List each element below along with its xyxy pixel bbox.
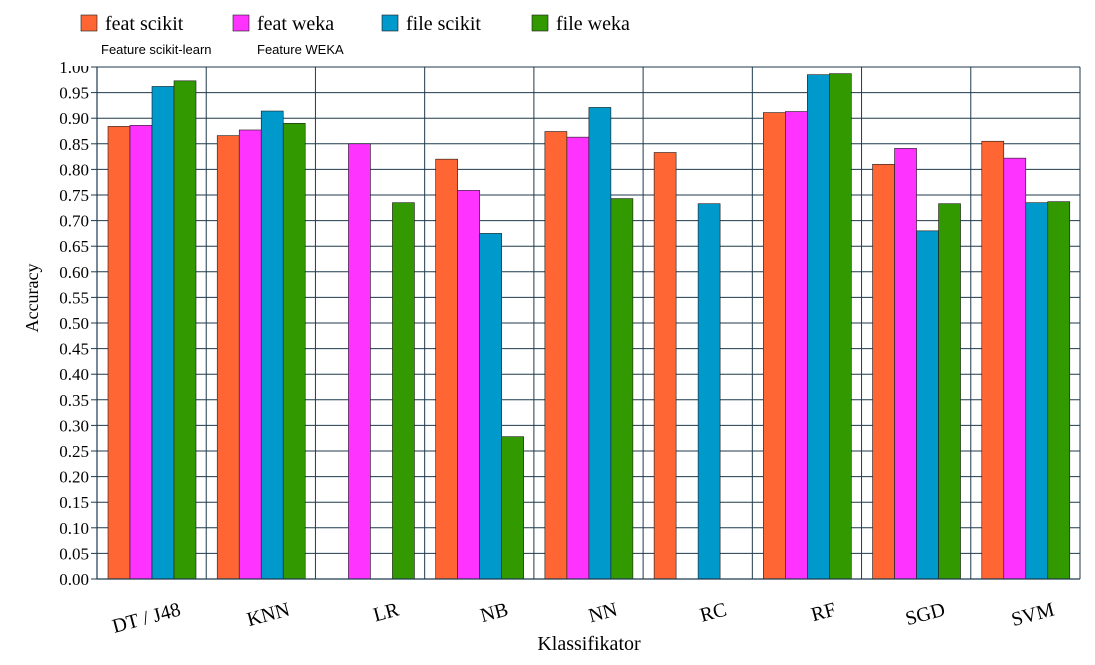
bar (479, 233, 502, 580)
bar (785, 111, 808, 580)
x-tick-label: NB (478, 599, 511, 627)
bar (1047, 201, 1071, 580)
legend-label: file scikit (406, 13, 481, 35)
bar (588, 107, 612, 580)
y-tick-label: 0.85 (59, 135, 89, 154)
y-tick-label: 0.15 (59, 493, 89, 512)
x-tick-label: LR (371, 598, 402, 626)
bar (129, 125, 153, 580)
legend-label: file weka (556, 13, 630, 35)
legend-note: Feature scikit-learn (101, 42, 212, 57)
y-tick-label: 0.90 (59, 109, 89, 128)
axes: 0.00 0.05 0.10 0.15 0.20 0.25 0.30 0.35 0.40 0.45… (59, 58, 1080, 638)
x-tick-label: DT / J48 (110, 599, 183, 638)
y-tick-label: 0.65 (59, 237, 89, 256)
legend-note: Feature WEKA (257, 42, 344, 57)
bar (916, 230, 939, 580)
legend: feat scikit feat weka file scikit file weka… (70, 0, 630, 66)
y-tick-label: 0.55 (59, 288, 89, 307)
bar (544, 131, 568, 580)
bar (1025, 202, 1049, 580)
bar (829, 73, 852, 580)
legend-swatch (232, 14, 250, 32)
bar (610, 198, 634, 580)
legend-label: feat scikit (105, 13, 184, 35)
bar (457, 190, 480, 580)
bar (260, 110, 284, 580)
y-tick-label: 0.05 (59, 544, 89, 563)
x-tick-label: RF (809, 599, 838, 627)
bar (981, 140, 1005, 580)
y-tick-label: 0.60 (59, 263, 89, 282)
x-tick-label: NN (586, 599, 620, 628)
bar (1003, 157, 1027, 580)
y-axis-label: Accuracy (22, 264, 42, 333)
y-tick-label: 0.35 (59, 391, 89, 410)
y-tick-label: 0.30 (59, 416, 89, 435)
bar (151, 86, 175, 580)
bar (807, 74, 830, 580)
legend-swatch (531, 14, 549, 32)
y-tick-label: 0.40 (59, 365, 89, 384)
y-tick-label: 0.75 (59, 186, 89, 205)
x-tick-label: KNN (245, 599, 293, 631)
y-tick-label: 0.00 (59, 570, 89, 589)
x-tick-label: RC (698, 599, 729, 627)
legend-swatch (381, 14, 399, 32)
bar (566, 136, 590, 580)
bar (894, 148, 917, 580)
bar (435, 158, 458, 580)
y-tick-label: 0.50 (59, 314, 89, 333)
y-tick-label: 0.80 (59, 160, 89, 179)
bar (238, 129, 262, 580)
bar (392, 202, 415, 580)
y-tick-label: 0.10 (59, 519, 89, 538)
x-axis-label: Klassifikator (537, 633, 641, 655)
bar (216, 135, 240, 580)
y-tick-label: 0.20 (59, 468, 89, 487)
bar (653, 152, 677, 580)
legend-label: feat weka (257, 13, 334, 35)
bar (501, 436, 524, 580)
bar (107, 126, 131, 580)
bars (107, 73, 1071, 580)
y-tick-label: 0.95 (59, 84, 89, 103)
bar (938, 203, 961, 580)
bar (763, 112, 786, 580)
x-tick-label: SVM (1009, 599, 1057, 632)
bar (173, 80, 197, 580)
bar (697, 203, 721, 580)
legend-swatch (80, 14, 98, 32)
y-tick-label: 0.25 (59, 442, 89, 461)
bar (872, 163, 895, 580)
legend-background (70, 0, 626, 66)
y-tick-label: 0.45 (59, 340, 89, 359)
y-tick-label: 0.70 (59, 212, 89, 231)
bar (282, 123, 306, 580)
x-tick-label: SGD (903, 599, 947, 631)
bar (348, 143, 371, 580)
